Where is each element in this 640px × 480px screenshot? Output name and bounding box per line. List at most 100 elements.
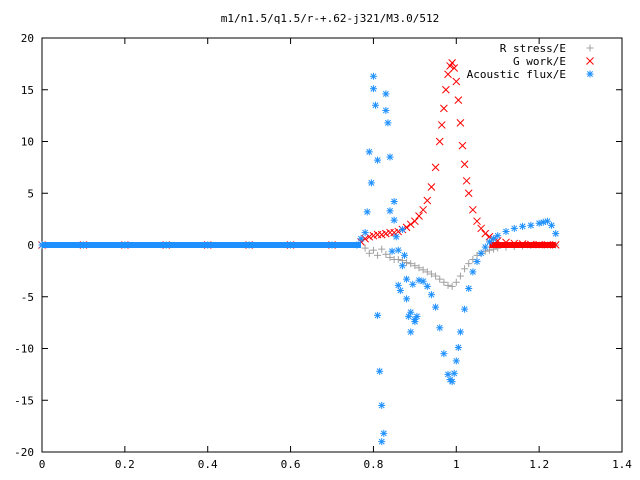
y-tick-label: -10 (14, 343, 34, 356)
series-acoustic-flux (38, 72, 560, 446)
point-acoustic-flux (374, 156, 382, 164)
point-acoustic-flux (361, 229, 369, 237)
point-acoustic-flux (38, 241, 46, 249)
point-g-work (510, 239, 519, 248)
point-g-work (419, 205, 427, 214)
point-acoustic-flux (456, 328, 464, 336)
legend-label-acoustic-flux: Acoustic flux/E (467, 68, 566, 81)
point-g-work (442, 85, 450, 94)
x-tick-label: 0.4 (198, 458, 218, 471)
point-acoustic-flux (204, 241, 212, 249)
point-acoustic-flux (432, 303, 440, 311)
point-g-work (450, 64, 459, 72)
point-g-work (427, 183, 436, 191)
x-tick-label: 0.6 (281, 458, 301, 471)
point-acoustic-flux (382, 106, 390, 114)
point-acoustic-flux (490, 235, 498, 243)
point-r-stress (415, 264, 423, 272)
point-acoustic-flux (461, 305, 469, 313)
point-g-work (411, 217, 419, 226)
point-r-stress (386, 253, 394, 261)
y-tick-label: -20 (14, 446, 34, 459)
point-acoustic-flux (121, 241, 129, 249)
point-acoustic-flux (423, 282, 431, 290)
legend-marker-r-stress (586, 44, 594, 52)
g-work-tail-band (489, 242, 556, 248)
point-g-work (448, 58, 456, 67)
point-acoustic-flux (440, 350, 448, 358)
point-acoustic-flux (398, 262, 406, 270)
point-r-stress (444, 281, 452, 289)
point-g-work (454, 96, 463, 104)
x-tick-label: 1.4 (612, 458, 632, 471)
legend-marker-acoustic-flux (586, 70, 594, 78)
point-acoustic-flux (403, 275, 411, 283)
point-acoustic-flux (450, 369, 458, 377)
point-g-work (452, 77, 461, 86)
y-tick-label: 5 (27, 187, 34, 200)
point-r-stress (432, 272, 440, 280)
point-r-stress (382, 250, 390, 258)
point-g-work (458, 141, 467, 150)
point-acoustic-flux (386, 207, 394, 215)
point-g-work (473, 217, 481, 226)
point-r-stress (365, 249, 373, 257)
point-r-stress (436, 275, 444, 283)
point-acoustic-flux (552, 230, 560, 238)
point-acoustic-flux (436, 324, 444, 332)
point-r-stress (361, 244, 369, 252)
point-g-work (469, 205, 477, 214)
y-tick-label: -5 (21, 291, 34, 304)
point-r-stress (403, 259, 411, 267)
chart-title: m1/n1.5/q1.5/r-+.62-j321/M3.0/512 (221, 12, 440, 25)
y-tick-label: 15 (21, 84, 34, 97)
point-acoustic-flux (369, 72, 377, 80)
point-r-stress (456, 272, 464, 280)
point-acoustic-flux (427, 291, 435, 299)
point-acoustic-flux (401, 251, 408, 259)
point-g-work (431, 163, 440, 172)
point-g-work (543, 240, 552, 249)
axes: 0 0.2 0.4 0.6 0.8 1 1.2 1.4 -20 -15 -10 -5 0 5 10 15 20 (14, 32, 632, 471)
point-acoustic-flux (481, 243, 489, 251)
y-tick-label: 20 (21, 32, 34, 45)
y-tick-label: 10 (21, 136, 34, 149)
y-tick-label: 0 (27, 239, 34, 252)
point-acoustic-flux (363, 208, 371, 216)
data-marks (38, 58, 560, 446)
point-acoustic-flux (328, 241, 336, 249)
point-acoustic-flux (380, 429, 388, 437)
legend-marker-g-work (586, 57, 594, 65)
point-acoustic-flux (374, 311, 382, 319)
point-acoustic-flux (469, 268, 477, 276)
point-acoustic-flux (79, 241, 87, 249)
point-acoustic-flux (519, 222, 527, 230)
point-acoustic-flux (398, 225, 406, 233)
point-r-stress (452, 278, 460, 286)
series-r-stress (38, 241, 560, 290)
point-acoustic-flux (409, 280, 417, 288)
point-r-stress (448, 282, 456, 290)
point-acoustic-flux (388, 247, 396, 255)
point-acoustic-flux (353, 241, 361, 249)
point-acoustic-flux (245, 241, 253, 249)
legend-label-g-work: G work/E (513, 55, 566, 68)
point-g-work (535, 240, 543, 249)
point-g-work (462, 176, 471, 185)
point-r-stress (423, 268, 431, 276)
point-acoustic-flux (454, 343, 462, 351)
point-acoustic-flux (407, 308, 415, 316)
point-g-work (481, 229, 490, 238)
point-g-work (477, 224, 485, 233)
point-acoustic-flux (413, 312, 421, 320)
point-r-stress (407, 260, 415, 268)
point-g-work (423, 196, 432, 205)
point-acoustic-flux (419, 277, 427, 285)
acoustic-flux-baseline-band (42, 242, 361, 248)
point-r-stress (419, 266, 427, 274)
point-acoustic-flux (448, 378, 456, 386)
point-r-stress (369, 246, 377, 254)
point-acoustic-flux (382, 90, 390, 98)
point-acoustic-flux (287, 241, 295, 249)
